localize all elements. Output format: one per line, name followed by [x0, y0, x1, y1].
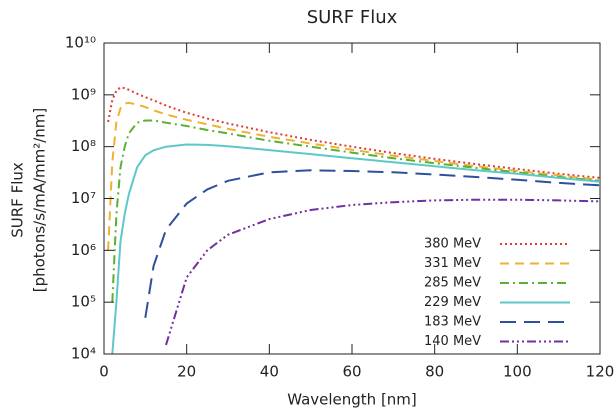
- x-tick-label: 100: [503, 363, 532, 381]
- x-tick-label: 0: [99, 363, 109, 381]
- legend-label: 380 MeV: [424, 237, 481, 252]
- x-axis-label: Wavelength [nm]: [287, 391, 417, 409]
- y-tick-label: 10¹⁰: [65, 34, 96, 52]
- series-line: [111, 143, 600, 354]
- y-axis-label: [photons/s/mA/mm²/nm]: [31, 108, 49, 293]
- series-line: [165, 198, 600, 346]
- series-line: [107, 101, 600, 251]
- x-tick-label: 120: [586, 363, 615, 381]
- legend-label: 183 MeV: [424, 315, 481, 330]
- y-tick-label: 10⁵: [71, 293, 96, 311]
- legend-label: 140 MeV: [424, 334, 481, 349]
- y-axis-label: SURF Flux: [9, 162, 27, 238]
- legend-label: 285 MeV: [424, 276, 481, 291]
- series-line: [111, 119, 600, 303]
- chart-title: SURF Flux: [307, 7, 398, 28]
- series-line: [107, 86, 600, 179]
- y-tick-label: 10⁹: [71, 85, 96, 103]
- y-tick-label: 10⁷: [71, 189, 96, 207]
- x-tick-label: 40: [260, 363, 279, 381]
- x-tick-label: 80: [425, 363, 444, 381]
- x-tick-label: 20: [177, 363, 196, 381]
- legend-label: 331 MeV: [424, 256, 481, 271]
- y-tick-label: 10⁴: [71, 345, 96, 363]
- x-tick-label: 60: [342, 363, 361, 381]
- y-tick-label: 10⁶: [71, 241, 96, 259]
- plot-area: [107, 86, 600, 354]
- series-line: [144, 169, 600, 318]
- y-tick-label: 10⁸: [71, 137, 96, 155]
- legend-label: 229 MeV: [424, 295, 481, 310]
